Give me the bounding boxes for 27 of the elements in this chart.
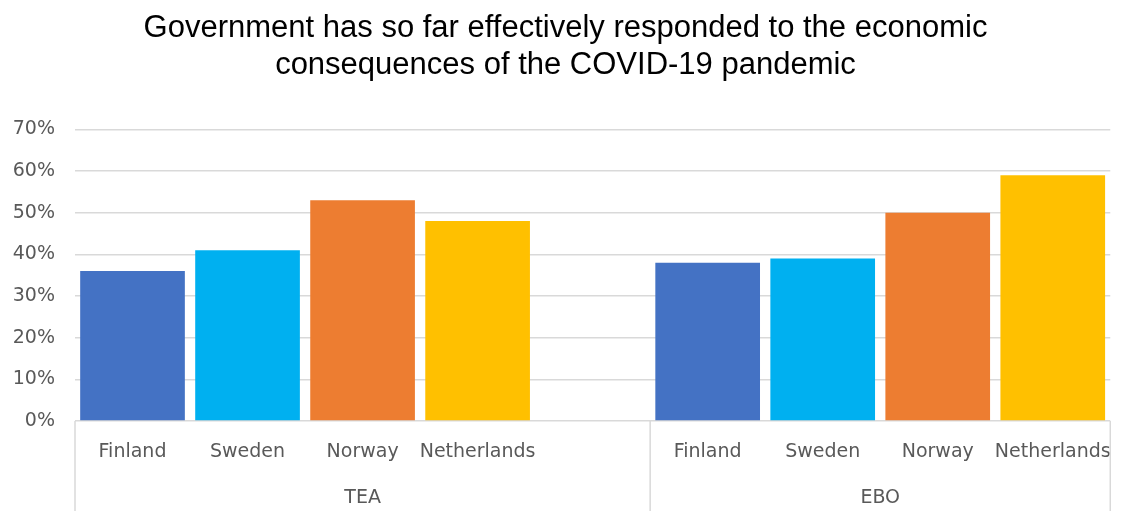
x-tick-label: Netherlands	[994, 439, 1111, 462]
y-tick-label: 0%	[24, 407, 55, 430]
text: EBO	[860, 484, 901, 507]
x-tick-label: Norway	[901, 439, 974, 462]
text: TEA	[343, 484, 381, 507]
y-tick-label: 10%	[12, 366, 55, 389]
y-tick-label: 70%	[12, 116, 55, 139]
y-tick-label: 60%	[12, 157, 55, 180]
x-tick-label: Finland	[673, 439, 742, 462]
bar	[655, 262, 761, 421]
bar	[770, 258, 876, 421]
x-tick-label: Sweden	[210, 439, 286, 462]
x-tick-label: Sweden	[785, 439, 861, 462]
x-tick-label: Finland	[98, 439, 167, 462]
bar	[885, 212, 991, 421]
x-tick-label: Netherlands	[419, 439, 536, 462]
y-tick-label: 50%	[12, 199, 55, 222]
chart-title: Government has so far effectively responded to the economic consequences of the COVID-19 pandemic	[142, 8, 989, 83]
bar	[80, 271, 185, 421]
y-tick-label: 20%	[12, 324, 55, 347]
y-tick-label: 40%	[12, 241, 55, 264]
x-tick-label: Norway	[326, 439, 399, 462]
bar	[425, 221, 530, 421]
bar	[310, 200, 415, 421]
y-tick-label: 30%	[12, 282, 55, 305]
bar	[1000, 175, 1106, 421]
bar	[195, 250, 300, 421]
